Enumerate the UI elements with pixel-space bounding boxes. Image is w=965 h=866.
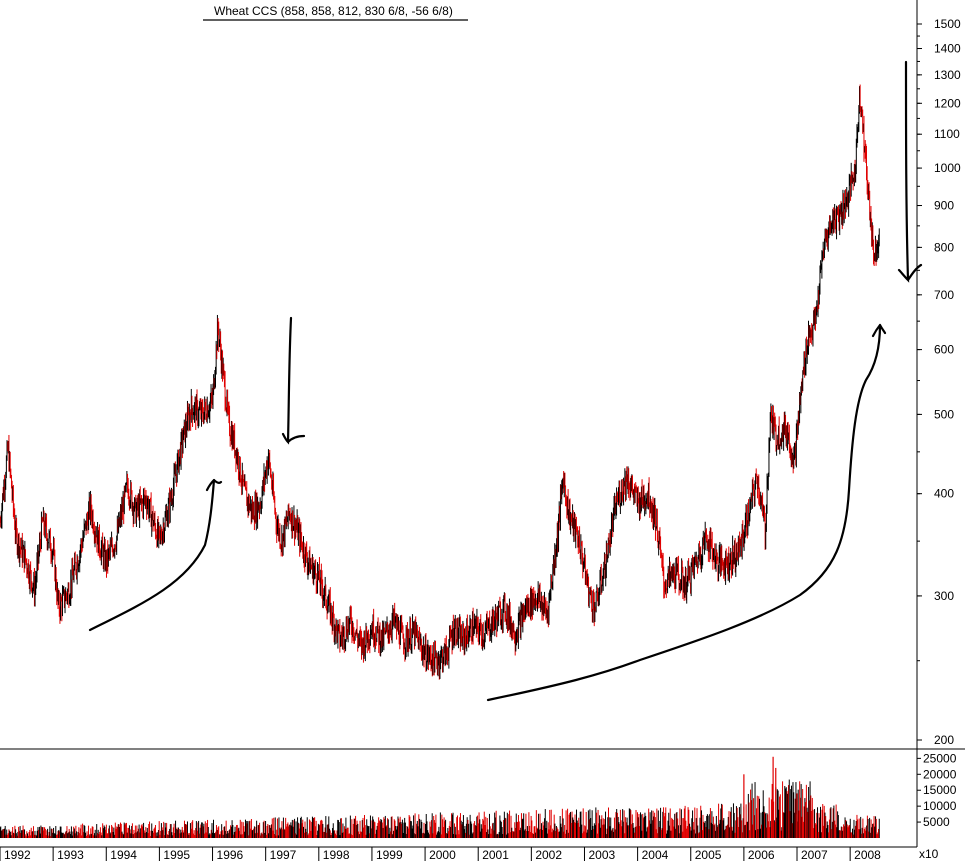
price-tick-label: 1500 (934, 17, 961, 31)
time-tick-label: 1996 (217, 848, 244, 861)
time-tick-label: 1999 (376, 848, 403, 861)
time-tick-label: 2004 (642, 848, 669, 861)
time-tick-label: 1997 (270, 848, 297, 861)
time-tick-label: 2008 (854, 848, 881, 861)
time-tick-label: 1995 (163, 848, 190, 861)
time-tick-label: 1994 (110, 848, 137, 861)
price-tick-label: 1300 (934, 68, 961, 82)
volume-tick-label: 10000 (923, 799, 957, 813)
chart-title: Wheat CCS (858, 858, 812, 830 6/8, -56 6… (214, 4, 453, 18)
price-tick-label: 1000 (934, 161, 961, 175)
price-tick-label: 500 (934, 407, 954, 421)
time-tick-label: 2003 (588, 848, 615, 861)
price-tick-label: 200 (934, 733, 954, 747)
price-tick-label: 1400 (934, 42, 961, 56)
time-tick-label: 2005 (695, 848, 722, 861)
price-tick-label: 600 (934, 343, 954, 357)
volume-bars (0, 756, 880, 838)
time-tick-label: 2007 (801, 848, 828, 861)
price-tick-label: 1100 (934, 127, 960, 141)
price-tick-label: 700 (934, 288, 954, 302)
price-tick-label: 900 (934, 199, 954, 213)
volume-tick-label: 15000 (923, 783, 957, 797)
volume-tick-label: 25000 (923, 751, 957, 765)
down-arrow-1997 (281, 316, 306, 445)
price-tick-label: 300 (934, 589, 954, 603)
down-arrow-2008 (897, 60, 923, 283)
up-curve-2000-2008 (486, 323, 887, 702)
volume-axis: 25000 20000 15000 10000 5000 (917, 751, 957, 829)
time-tick-label: 2001 (482, 848, 509, 861)
time-tick-label: 1993 (57, 848, 84, 861)
price-tick-label: 800 (934, 240, 954, 254)
time-tick-label: 1998 (323, 848, 350, 861)
annotations (88, 60, 923, 702)
price-tick-label: 1200 (934, 96, 961, 110)
volume-tick-label: 20000 (923, 767, 957, 781)
price-axis: 1500 1400 1300 1200 1100 1000 900 800 700 600 500 4… (917, 17, 961, 747)
time-axis: 1992 1993 1994 1995 1996 1997 1998 1999 2000 2001… (0, 847, 881, 862)
price-bars (0, 84, 880, 680)
volume-tick-label: 5000 (923, 815, 950, 829)
up-curve-1993-1995 (88, 478, 223, 632)
price-tick-label: 400 (934, 487, 954, 501)
volume-multiplier-label: x10 (919, 847, 939, 861)
time-tick-label: 2002 (535, 848, 562, 861)
time-tick-label: 2000 (429, 848, 456, 861)
time-tick-label: 2006 (748, 848, 775, 861)
time-tick-label: 1992 (4, 848, 31, 861)
